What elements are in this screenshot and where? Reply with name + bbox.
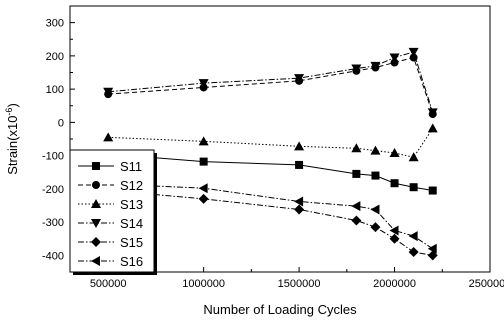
series-line-s15 bbox=[108, 190, 433, 256]
legend-label-s11: S11 bbox=[120, 159, 142, 174]
series-s13 bbox=[103, 123, 438, 162]
y-tick-label: -200 bbox=[42, 184, 64, 196]
y-tick-label: -100 bbox=[42, 151, 64, 163]
data-point-s14 bbox=[389, 53, 400, 63]
data-point-s14 bbox=[294, 74, 305, 84]
data-point-s11 bbox=[409, 183, 418, 192]
legend-marker-s12 bbox=[92, 181, 100, 189]
data-point-s14 bbox=[103, 87, 114, 97]
y-tick-label: -400 bbox=[42, 250, 64, 262]
series-line-s14 bbox=[108, 51, 434, 113]
legend-marker-s16 bbox=[91, 256, 100, 266]
legend-label-s12: S12 bbox=[120, 178, 143, 193]
data-point-s11 bbox=[199, 157, 208, 166]
data-point-s12 bbox=[409, 53, 418, 62]
data-point-s13 bbox=[370, 145, 381, 155]
data-point-s16 bbox=[351, 201, 361, 212]
data-point-s11 bbox=[428, 186, 437, 195]
data-point-s11 bbox=[390, 179, 399, 188]
y-tick-label: 0 bbox=[58, 117, 64, 129]
y-axis-title-exponent: -6 bbox=[4, 108, 14, 116]
data-point-s13 bbox=[103, 132, 114, 142]
legend-label-s16: S16 bbox=[120, 254, 143, 269]
y-tick-label: 200 bbox=[46, 51, 64, 63]
y-axis-title: Strain(x10-6) bbox=[4, 103, 20, 175]
data-point-s14 bbox=[370, 61, 381, 71]
data-point-s11 bbox=[371, 171, 380, 180]
y-tick-label: 100 bbox=[46, 84, 64, 96]
data-point-s13 bbox=[351, 143, 362, 153]
data-point-s14 bbox=[198, 79, 209, 89]
legend-label-s15: S15 bbox=[120, 235, 143, 250]
series-s14 bbox=[103, 47, 438, 118]
legend-label-s14: S14 bbox=[120, 216, 143, 231]
legend-marker-s13 bbox=[91, 199, 101, 208]
data-point-s13 bbox=[294, 141, 305, 151]
data-point-s13 bbox=[198, 136, 209, 146]
data-point-s16 bbox=[427, 243, 437, 254]
x-tick-label: 1000000 bbox=[182, 278, 225, 290]
data-point-s11 bbox=[295, 160, 304, 169]
data-point-s13 bbox=[389, 147, 400, 157]
series-line-s12 bbox=[108, 56, 434, 115]
x-tick-label: 1500000 bbox=[278, 278, 321, 290]
data-point-s13 bbox=[427, 123, 438, 133]
legend-box bbox=[69, 149, 155, 273]
x-tick-label: 2500000 bbox=[469, 278, 504, 290]
data-point-s16 bbox=[294, 196, 304, 207]
legend-label-s13: S13 bbox=[120, 197, 143, 212]
data-point-s15 bbox=[351, 215, 362, 226]
x-tick-label: 2000000 bbox=[373, 278, 416, 290]
data-point-s16 bbox=[408, 231, 418, 242]
data-point-s16 bbox=[198, 183, 208, 194]
y-tick-label: -300 bbox=[42, 217, 64, 229]
series-s15 bbox=[103, 185, 438, 261]
data-point-s11 bbox=[352, 169, 361, 178]
data-point-s15 bbox=[370, 222, 381, 233]
data-point-s15 bbox=[294, 204, 305, 215]
data-point-s16 bbox=[389, 225, 399, 236]
x-tick-label: 500000 bbox=[90, 278, 127, 290]
legend-marker-s11 bbox=[92, 162, 100, 170]
data-point-s16 bbox=[370, 204, 380, 215]
chart-axes: 500000 1000000 1500000 2000000 2500000 -400 -3… bbox=[42, 5, 504, 290]
data-point-s14 bbox=[351, 64, 362, 74]
y-axis-title-close: ) bbox=[5, 103, 20, 107]
legend-marker-s14 bbox=[91, 219, 101, 228]
y-axis-title-main: Strain(x10 bbox=[5, 116, 20, 175]
legend: S11 S12 S13 S14 S15 S16 bbox=[69, 149, 157, 275]
data-point-s13 bbox=[408, 152, 419, 162]
series-s12 bbox=[104, 53, 437, 119]
x-axis-title: Number of Loading Cycles bbox=[203, 302, 357, 317]
data-point-s14 bbox=[427, 108, 438, 118]
series-line-s13 bbox=[108, 128, 434, 158]
data-point-s15 bbox=[389, 233, 400, 244]
legend-marker-s15 bbox=[91, 237, 101, 247]
data-point-s15 bbox=[408, 247, 419, 258]
data-point-s14 bbox=[408, 47, 419, 57]
data-point-s15 bbox=[198, 193, 209, 204]
y-tick-label: 300 bbox=[46, 18, 64, 30]
